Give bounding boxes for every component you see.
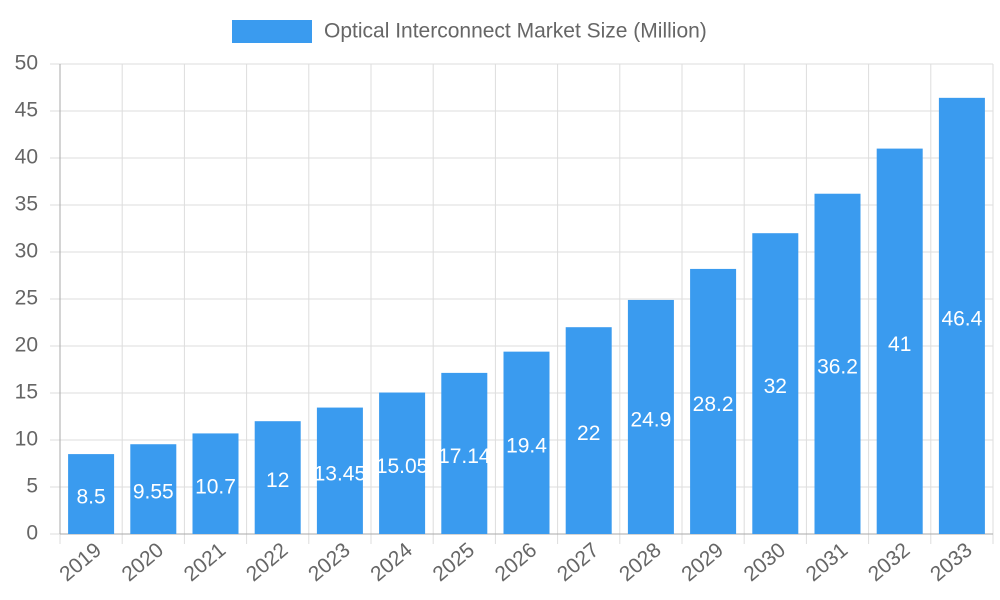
x-tick-label: 2020 — [118, 538, 169, 586]
y-tick-label: 30 — [15, 240, 38, 263]
value-label: 17.14 — [438, 445, 491, 468]
bar — [876, 148, 923, 534]
x-tick-label: 2023 — [304, 538, 355, 586]
x-tick-label: 2031 — [802, 538, 853, 586]
value-label: 36.2 — [817, 355, 858, 378]
x-tick-label: 2027 — [553, 538, 604, 586]
value-label: 12 — [266, 469, 289, 492]
bar — [379, 392, 426, 534]
bar — [938, 97, 985, 534]
y-tick-label: 0 — [26, 522, 38, 545]
x-tick-label: 2033 — [926, 538, 977, 586]
x-tick-label: 2022 — [242, 538, 293, 586]
bar — [441, 372, 488, 534]
x-tick-label: 2025 — [429, 538, 480, 586]
x-tick-label: 2032 — [864, 538, 915, 586]
legend-label[interactable]: Optical Interconnect Market Size (Millio… — [324, 20, 707, 43]
bar — [130, 444, 177, 534]
bar — [192, 433, 239, 534]
x-tick-label: 2029 — [677, 538, 728, 586]
y-tick-label: 20 — [15, 334, 38, 357]
x-tick-label: 2026 — [491, 538, 542, 586]
value-label: 41 — [888, 333, 911, 356]
bar — [503, 351, 550, 534]
y-tick-label: 40 — [15, 146, 38, 169]
legend-swatch[interactable] — [232, 20, 312, 43]
y-tick-label: 35 — [15, 193, 38, 216]
value-label: 22 — [577, 422, 600, 445]
x-tick-label: 2028 — [615, 538, 666, 586]
bar — [565, 327, 612, 534]
value-label: 8.5 — [76, 486, 105, 509]
x-tick-label: 2021 — [180, 538, 231, 586]
bar — [254, 421, 301, 534]
bar — [627, 299, 674, 534]
y-tick-label: 15 — [15, 381, 38, 404]
value-label: 46.4 — [941, 307, 982, 330]
bar — [316, 407, 363, 534]
value-label: 10.7 — [195, 475, 236, 498]
x-tick-label: 2024 — [366, 538, 417, 586]
value-label: 15.05 — [376, 455, 429, 478]
value-label: 32 — [764, 375, 787, 398]
bar — [690, 268, 737, 534]
y-tick-label: 45 — [15, 99, 38, 122]
bar — [68, 454, 115, 534]
y-tick-label: 25 — [15, 287, 38, 310]
x-tick-label: 2019 — [55, 538, 106, 586]
bar — [752, 233, 799, 534]
y-tick-label: 5 — [26, 475, 38, 498]
value-label: 24.9 — [630, 409, 671, 432]
y-tick-label: 50 — [15, 52, 38, 75]
value-label: 28.2 — [693, 393, 734, 416]
bar — [814, 193, 861, 534]
x-tick-label: 2030 — [740, 538, 791, 586]
value-label: 19.4 — [506, 434, 547, 457]
value-label: 9.55 — [133, 481, 174, 504]
y-tick-label: 10 — [15, 428, 38, 451]
value-label: 13.45 — [314, 462, 367, 485]
